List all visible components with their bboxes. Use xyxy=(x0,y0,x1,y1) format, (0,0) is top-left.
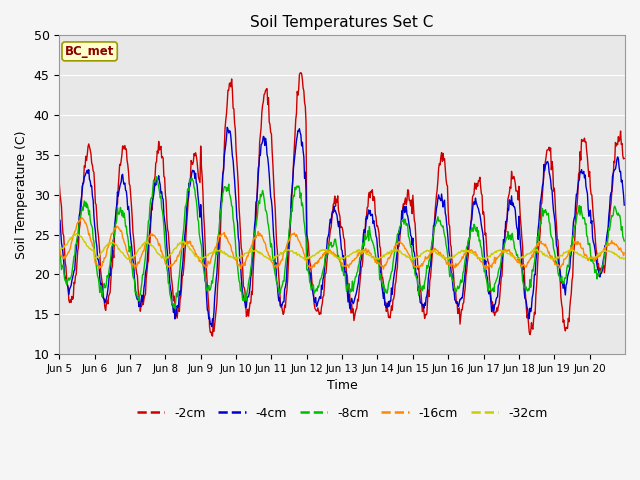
Line: -2cm: -2cm xyxy=(60,72,624,336)
-2cm xyxy=(227,80,234,86)
-16cm xyxy=(483,266,490,272)
-16cm xyxy=(56,247,63,252)
-32cm xyxy=(433,252,441,257)
-32cm xyxy=(254,250,262,255)
-4cm xyxy=(402,206,410,212)
X-axis label: Time: Time xyxy=(327,379,358,392)
-32cm xyxy=(227,253,234,259)
Title: Soil Temperatures Set C: Soil Temperatures Set C xyxy=(250,15,434,30)
-16cm xyxy=(254,228,262,234)
Line: -4cm: -4cm xyxy=(60,127,624,327)
-2cm xyxy=(122,146,129,152)
-4cm xyxy=(56,217,63,223)
Legend: -2cm, -4cm, -8cm, -16cm, -32cm: -2cm, -4cm, -8cm, -16cm, -32cm xyxy=(132,402,552,425)
-4cm xyxy=(223,124,231,130)
-32cm xyxy=(337,257,344,263)
-2cm xyxy=(297,70,305,75)
-2cm xyxy=(620,156,628,161)
-16cm xyxy=(620,250,628,256)
-32cm xyxy=(122,255,130,261)
-8cm xyxy=(402,218,410,224)
-8cm xyxy=(255,198,263,204)
-2cm xyxy=(276,284,284,290)
-32cm xyxy=(620,256,628,262)
-8cm xyxy=(153,174,161,180)
-8cm xyxy=(122,224,129,229)
-4cm xyxy=(255,162,263,168)
-16cm xyxy=(433,247,440,253)
-16cm xyxy=(122,247,130,252)
-4cm xyxy=(433,202,441,208)
-16cm xyxy=(401,246,408,252)
-32cm xyxy=(276,252,284,258)
-32cm xyxy=(402,252,410,258)
-16cm xyxy=(227,241,234,247)
-32cm xyxy=(56,248,63,253)
Line: -8cm: -8cm xyxy=(60,177,624,308)
-4cm xyxy=(227,134,235,140)
-8cm xyxy=(276,290,284,296)
-8cm xyxy=(56,242,63,248)
-32cm xyxy=(72,231,80,237)
Text: BC_met: BC_met xyxy=(65,45,115,58)
-4cm xyxy=(208,324,216,330)
-16cm xyxy=(77,215,85,220)
-4cm xyxy=(122,187,129,193)
-16cm xyxy=(276,262,284,268)
-4cm xyxy=(276,303,284,309)
-8cm xyxy=(620,238,628,244)
-8cm xyxy=(227,196,235,202)
-8cm xyxy=(433,217,441,223)
Line: -16cm: -16cm xyxy=(60,217,624,269)
-2cm xyxy=(433,187,441,192)
-2cm xyxy=(402,195,410,201)
-4cm xyxy=(620,202,628,208)
Y-axis label: Soil Temperature (C): Soil Temperature (C) xyxy=(15,131,28,259)
-8cm xyxy=(171,305,179,311)
-2cm xyxy=(209,333,216,339)
-2cm xyxy=(56,180,63,186)
Line: -32cm: -32cm xyxy=(60,234,624,260)
-2cm xyxy=(254,165,262,171)
